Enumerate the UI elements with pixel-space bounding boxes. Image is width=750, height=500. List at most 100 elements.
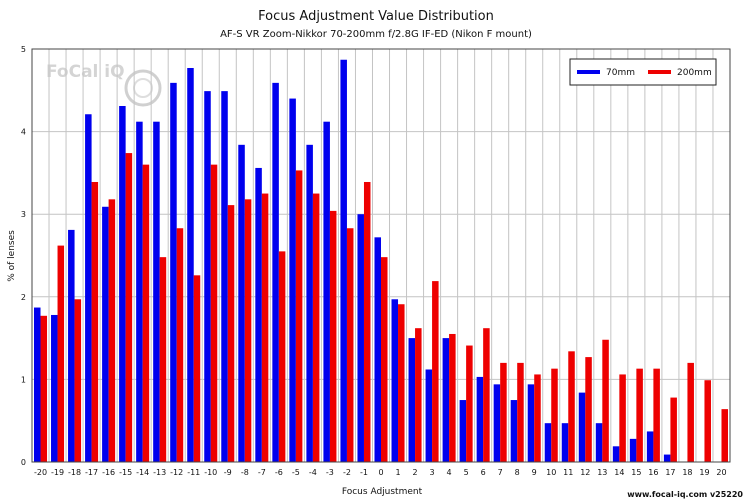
x-tick-label: -20 [34, 468, 47, 477]
bar-200mm-16 [653, 368, 660, 462]
x-tick-label: 15 [631, 468, 641, 477]
y-tick-label: 5 [21, 45, 26, 54]
x-tick-label: -9 [224, 468, 232, 477]
bar-200mm-14 [619, 374, 626, 462]
bar-200mm-6 [483, 328, 490, 462]
x-tick-label: -14 [136, 468, 149, 477]
bar-70mm-10 [544, 423, 552, 462]
bar-70mm--18 [68, 229, 75, 462]
bar-70mm-0 [374, 237, 381, 462]
bar-200mm-7 [500, 362, 507, 462]
bar-70mm--6 [272, 82, 279, 462]
bar-200mm--7 [261, 193, 269, 463]
grid-lines [32, 49, 730, 462]
x-tick-label: -19 [51, 468, 64, 477]
bar-200mm-8 [517, 362, 524, 462]
bar-70mm--14 [136, 121, 143, 463]
bar-70mm-17 [663, 454, 671, 462]
bar-200mm-12 [585, 357, 592, 462]
y-tick-label: 3 [21, 210, 26, 219]
x-tick-label: 2 [413, 468, 418, 477]
bar-70mm-5 [459, 400, 467, 462]
x-tick-label: 5 [464, 468, 469, 477]
bar-200mm--19 [57, 245, 65, 462]
x-tick-label: -13 [153, 468, 166, 477]
x-tick-label: 20 [716, 468, 726, 477]
bar-200mm-2 [415, 328, 422, 462]
x-tick-label: 1 [395, 468, 400, 477]
bar-200mm--2 [346, 228, 354, 462]
x-tick-label: -3 [326, 468, 334, 477]
x-tick-label: 14 [614, 468, 624, 477]
bar-70mm-8 [510, 400, 518, 462]
bar-200mm--4 [312, 193, 320, 463]
bar-200mm-18 [687, 362, 694, 462]
x-tick-label: -1 [360, 468, 368, 477]
bar-200mm--16 [108, 199, 116, 462]
x-tick-label: -4 [309, 468, 317, 477]
bar-200mm--20 [40, 315, 48, 462]
bar-70mm-15 [629, 438, 637, 462]
bar-70mm--3 [323, 121, 330, 463]
chart-title: Focus Adjustment Value Distribution [258, 9, 494, 24]
bar-200mm-20 [721, 409, 728, 462]
bar-70mm--19 [51, 314, 58, 462]
x-tick-label: 6 [481, 468, 486, 477]
bar-200mm--15 [125, 153, 133, 463]
bar-70mm--5 [289, 98, 296, 462]
x-tick-label: 11 [563, 468, 573, 477]
bar-200mm-17 [670, 397, 677, 462]
bar-70mm-14 [612, 446, 620, 462]
y-tick-label: 4 [21, 128, 26, 137]
footer-credit: www.focal-iq.com v25220 [627, 490, 743, 499]
bar-70mm-11 [561, 423, 569, 462]
bar-70mm-3 [425, 369, 433, 462]
bar-200mm-4 [449, 333, 456, 462]
bar-70mm-2 [408, 338, 416, 462]
bar-200mm--17 [91, 181, 99, 462]
y-tick-label: 2 [21, 293, 26, 302]
bar-70mm-12 [578, 392, 586, 462]
y-tick-label: 0 [21, 458, 26, 467]
x-tick-label: 16 [648, 468, 658, 477]
y-tick-labels: 0 1 2 3 4 5 [21, 45, 26, 467]
x-tick-label: 10 [546, 468, 556, 477]
bar-200mm-5 [466, 345, 473, 462]
bar-200mm-10 [551, 368, 558, 462]
x-tick-label: 0 [378, 468, 383, 477]
y-axis-label: % of lenses [7, 230, 17, 282]
bar-series-group [34, 59, 728, 463]
bar-70mm--9 [221, 91, 228, 462]
bar-70mm-1 [391, 299, 399, 462]
bar-70mm--13 [153, 121, 160, 463]
bar-200mm--1 [363, 181, 371, 462]
bar-200mm--9 [227, 205, 235, 462]
bar-200mm-0 [381, 257, 388, 462]
bar-70mm--15 [119, 105, 126, 462]
bar-70mm--4 [306, 144, 313, 463]
bar-70mm--20 [34, 307, 41, 462]
bar-200mm-3 [432, 281, 439, 462]
x-tick-label: -10 [204, 468, 217, 477]
x-tick-label: -15 [119, 468, 132, 477]
x-tick-label: -18 [68, 468, 81, 477]
x-tick-label: -6 [275, 468, 283, 477]
x-tick-labels: -20 -19 -18 -17 -16 -15 -14 -13 -12 -11 -10 -9 -8 -7-… [34, 468, 727, 477]
x-tick-label: 17 [665, 468, 675, 477]
x-tick-label: -16 [102, 468, 115, 477]
x-tick-label: 7 [498, 468, 503, 477]
bar-70mm-6 [476, 376, 484, 462]
bar-200mm--3 [329, 210, 337, 462]
x-tick-label: -17 [85, 468, 98, 477]
x-tick-label: -12 [170, 468, 183, 477]
bar-200mm--12 [176, 228, 184, 462]
legend-label-70mm: 70mm [606, 68, 635, 78]
x-tick-label: 3 [430, 468, 435, 477]
bar-200mm--6 [278, 251, 286, 462]
x-tick-label: -8 [241, 468, 249, 477]
bar-70mm--1 [357, 214, 364, 462]
bar-70mm--12 [170, 82, 177, 462]
bar-200mm--8 [244, 199, 252, 462]
bar-200mm-19 [704, 380, 711, 462]
